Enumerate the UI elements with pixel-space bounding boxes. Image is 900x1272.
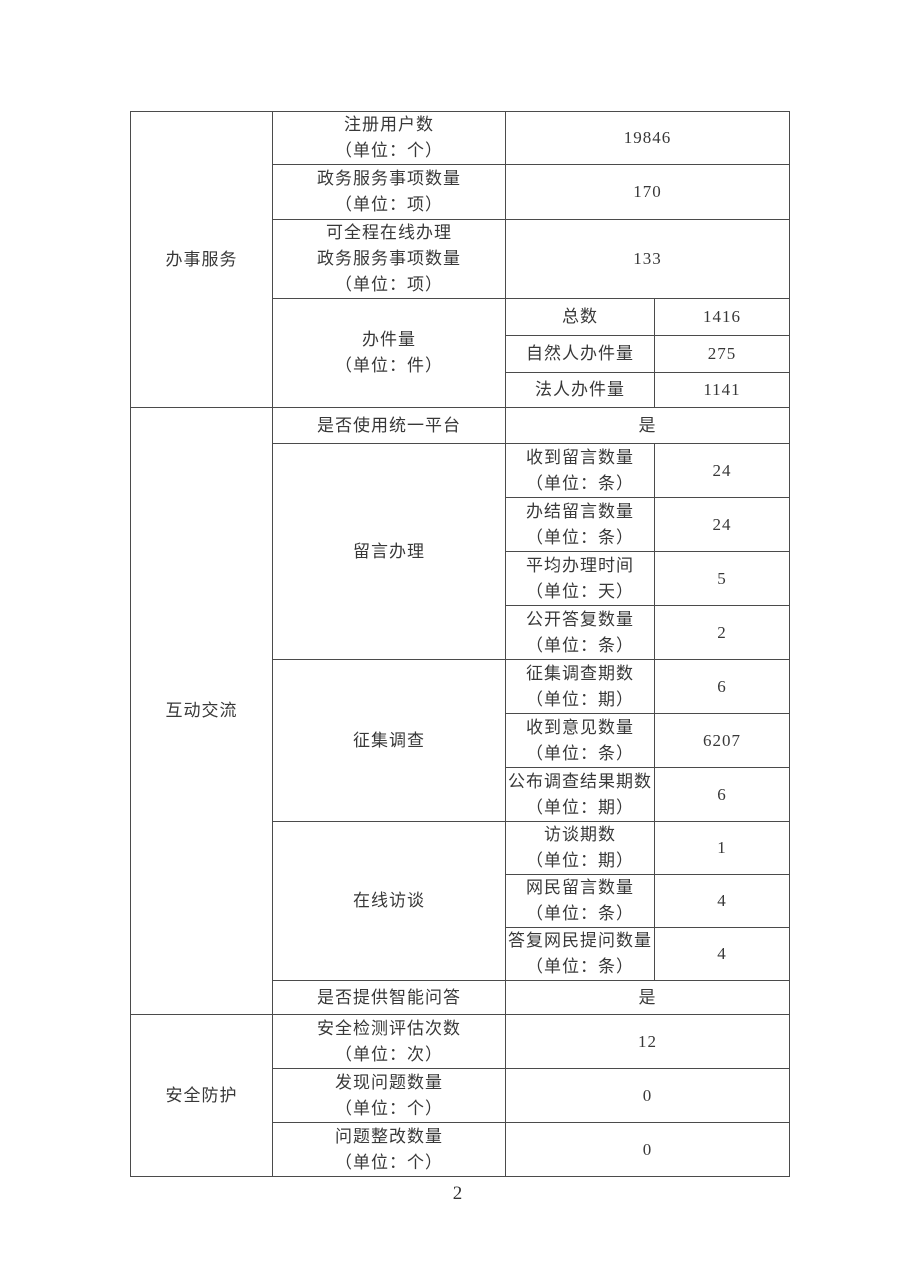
- table-row: 发现问题数量 （单位：个） 0: [131, 1068, 790, 1123]
- table-row: 是否提供智能问答 是: [131, 980, 790, 1015]
- sub-value: 24: [654, 497, 790, 552]
- table-row: 办结留言数量 （单位：条） 24: [131, 497, 790, 552]
- table-row: 问题整改数量 （单位：个） 0: [131, 1122, 790, 1177]
- table-row: 政务服务事项数量 （单位：项） 170: [131, 164, 790, 220]
- row-label: 问题整改数量 （单位：个）: [272, 1122, 506, 1177]
- row-value: 170: [505, 164, 790, 220]
- sub-label: 公开答复数量 （单位：条）: [505, 605, 655, 660]
- table-row: 法人办件量 1141: [131, 372, 790, 408]
- sub-label: 访谈期数 （单位：期）: [505, 821, 655, 875]
- row-label: 政务服务事项数量 （单位：项）: [272, 164, 506, 220]
- sub-value: 2: [654, 605, 790, 660]
- sub-label: 总数: [505, 298, 655, 336]
- row-value: 0: [505, 1068, 790, 1123]
- sub-value: 4: [654, 927, 790, 981]
- row-label: 是否使用统一平台: [272, 407, 506, 444]
- sub-value: 4: [654, 874, 790, 928]
- table-row: 网民留言数量 （单位：条） 4: [131, 874, 790, 928]
- sub-label: 自然人办件量: [505, 335, 655, 373]
- section-category: 办事服务: [130, 111, 273, 408]
- row-value: 是: [505, 407, 790, 444]
- sub-label: 征集调查期数 （单位：期）: [505, 659, 655, 714]
- sub-value: 1416: [654, 298, 790, 336]
- table-row: 互动交流 是否使用统一平台 是: [130, 407, 790, 1015]
- section-category: 互动交流: [130, 407, 273, 1015]
- table-row: 平均办理时间 （单位：天） 5: [131, 551, 790, 606]
- table-row: 自然人办件量 275: [131, 335, 790, 373]
- sub-label: 办结留言数量 （单位：条）: [505, 497, 655, 552]
- table-row: 可全程在线办理 政务服务事项数量 （单位：项） 133: [131, 219, 790, 299]
- sub-label: 公布调查结果期数 （单位：期）: [505, 767, 655, 822]
- table-row: 公布调查结果期数 （单位：期） 6: [131, 767, 790, 822]
- row-value: 12: [505, 1014, 790, 1069]
- sub-value: 6: [654, 659, 790, 714]
- table-row: 在线访谈 访谈期数 （单位：期） 1: [131, 821, 790, 981]
- group-label: 在线访谈: [272, 821, 506, 981]
- row-label: 注册用户数 （单位：个）: [272, 111, 506, 165]
- table-row: 留言办理 收到留言数量 （单位：条） 24: [131, 443, 790, 660]
- sub-label: 平均办理时间 （单位：天）: [505, 551, 655, 606]
- sub-value: 24: [654, 443, 790, 498]
- sub-value: 5: [654, 551, 790, 606]
- group-label: 办件量 （单位：件）: [272, 298, 506, 408]
- group-label: 留言办理: [272, 443, 506, 660]
- group-label: 征集调查: [272, 659, 506, 822]
- table-row: 办事服务 注册用户数 （单位：个） 19846: [130, 111, 790, 408]
- table-row: 安全防护 安全检测评估次数 （单位：次） 12: [130, 1014, 790, 1177]
- annual-report-statistics-table: 办事服务 注册用户数 （单位：个） 19846 政务服务事项数量 （单位：项） …: [130, 111, 790, 1177]
- row-value: 0: [505, 1122, 790, 1177]
- section-category: 安全防护: [130, 1014, 273, 1177]
- sub-value: 6: [654, 767, 790, 822]
- sub-value: 1141: [654, 372, 790, 408]
- row-value: 是: [505, 980, 790, 1015]
- row-value: 133: [505, 219, 790, 299]
- table-row: 收到意见数量 （单位：条） 6207: [131, 713, 790, 768]
- sub-value: 1: [654, 821, 790, 875]
- sub-label: 网民留言数量 （单位：条）: [505, 874, 655, 928]
- sub-label: 法人办件量: [505, 372, 655, 408]
- sub-value: 275: [654, 335, 790, 373]
- row-label: 可全程在线办理 政务服务事项数量 （单位：项）: [272, 219, 506, 299]
- table-row: 办件量 （单位：件） 总数 1416: [131, 298, 790, 408]
- page-number: 2: [452, 1183, 463, 1204]
- row-label: 是否提供智能问答: [272, 980, 506, 1015]
- table-row: 征集调查 征集调查期数 （单位：期） 6: [131, 659, 790, 822]
- sub-value: 6207: [654, 713, 790, 768]
- row-value: 19846: [505, 111, 790, 165]
- row-label: 安全检测评估次数 （单位：次）: [272, 1014, 506, 1069]
- sub-label: 收到留言数量 （单位：条）: [505, 443, 655, 498]
- table-row: 答复网民提问数量 （单位：条） 4: [131, 927, 790, 981]
- sub-label: 收到意见数量 （单位：条）: [505, 713, 655, 768]
- row-label: 发现问题数量 （单位：个）: [272, 1068, 506, 1123]
- sub-label: 答复网民提问数量 （单位：条）: [505, 927, 655, 981]
